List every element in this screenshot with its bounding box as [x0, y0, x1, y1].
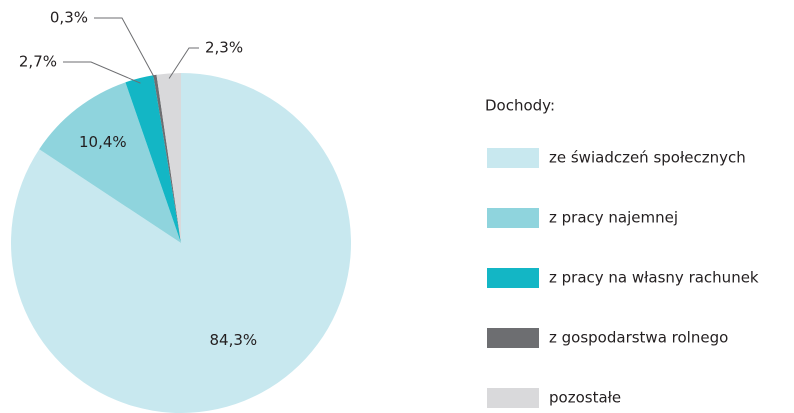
data-label: 10,4%: [79, 133, 127, 151]
legend-swatch: [487, 328, 539, 348]
leader-line: [63, 61, 141, 84]
pie-slice: [153, 74, 181, 243]
legend-swatch: [487, 268, 539, 288]
legend-label: z gospodarstwa rolnego: [549, 329, 728, 347]
data-label: 2,7%: [19, 53, 57, 71]
pie-slice: [11, 73, 352, 413]
legend-title: Dochody:: [485, 97, 555, 115]
legend-swatch: [487, 388, 539, 408]
leader-line: [94, 17, 157, 81]
data-label: 84,3%: [209, 331, 257, 349]
legend-swatch: [487, 208, 539, 228]
legend-label: z pracy najemnej: [549, 209, 678, 227]
data-label: 0,3%: [50, 9, 88, 27]
legend-label: ze świadczeń społecznych: [549, 149, 746, 167]
legend-swatch: [487, 148, 539, 168]
leader-line: [168, 47, 199, 79]
legend-label: pozostałe: [549, 389, 621, 407]
legend-label: z pracy na własny rachunek: [549, 269, 759, 287]
data-label: 2,3%: [205, 39, 243, 57]
pie-slice: [125, 75, 181, 243]
pie-slice: [39, 82, 181, 243]
pie-slice: [156, 73, 181, 243]
